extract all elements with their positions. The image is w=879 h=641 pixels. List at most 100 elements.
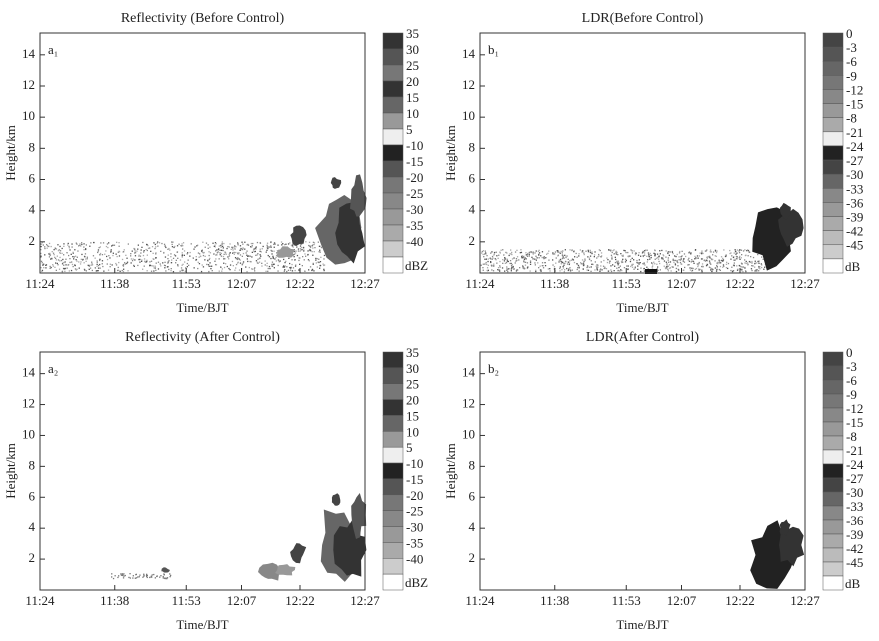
clutter <box>656 253 659 255</box>
clutter <box>671 251 674 253</box>
colorbar-label: 0 <box>846 345 853 360</box>
clutter <box>598 249 600 251</box>
clutter <box>581 251 583 253</box>
clutter <box>687 264 689 266</box>
clutter <box>109 257 111 259</box>
colorbar-block <box>822 173 844 189</box>
clutter <box>150 260 153 262</box>
clutter <box>715 255 717 257</box>
clutter <box>597 266 599 268</box>
clutter <box>182 242 185 244</box>
clutter <box>253 251 255 253</box>
colorbar-label: -3 <box>846 359 857 374</box>
x-tick-label: 12:27 <box>790 593 820 608</box>
clutter <box>731 255 733 257</box>
clutter <box>683 258 685 260</box>
clutter <box>91 262 93 264</box>
clutter <box>483 263 485 265</box>
clutter <box>222 255 225 258</box>
clutter <box>154 243 156 246</box>
clutter <box>149 576 151 579</box>
clutter <box>319 251 321 253</box>
clutter <box>153 242 155 244</box>
clutter <box>233 251 235 254</box>
colorbar-block <box>382 160 404 178</box>
clutter <box>706 249 708 251</box>
clutter <box>252 249 255 251</box>
clutter <box>548 250 550 252</box>
colorbar-block <box>822 32 844 48</box>
clutter <box>506 267 508 269</box>
clutter <box>484 250 486 252</box>
clutter <box>521 257 523 259</box>
colorbar-block <box>382 128 404 146</box>
clutter <box>96 270 98 272</box>
plot-frame <box>479 32 806 274</box>
plot-frame <box>479 351 806 591</box>
clutter <box>524 257 526 259</box>
clutter <box>578 267 580 269</box>
clutter <box>292 246 294 248</box>
clutter <box>491 258 493 260</box>
clutter <box>318 251 320 253</box>
clutter <box>720 256 723 258</box>
clutter <box>249 255 251 257</box>
clutter <box>215 264 217 266</box>
clutter <box>756 270 758 272</box>
clutter <box>246 271 248 273</box>
clutter <box>141 260 143 262</box>
colorbar-label: 15 <box>406 90 419 105</box>
clutter <box>617 264 619 266</box>
clutter <box>565 256 567 259</box>
clutter <box>299 243 302 245</box>
clutter <box>142 576 144 578</box>
colorbar-block <box>382 510 404 527</box>
clutter <box>146 249 148 252</box>
clutter <box>644 264 646 266</box>
clutter <box>740 266 742 268</box>
clutter <box>528 252 530 254</box>
clutter <box>300 249 302 251</box>
clutter <box>509 253 511 255</box>
clutter <box>736 269 739 271</box>
clutter <box>619 265 621 267</box>
y-tick-label: 8 <box>469 139 476 154</box>
clutter <box>613 270 615 272</box>
clutter <box>701 265 703 268</box>
clutter <box>63 254 65 256</box>
clutter <box>646 261 648 263</box>
clutter <box>240 249 242 251</box>
clutter <box>226 265 228 268</box>
clutter <box>227 256 229 258</box>
clutter <box>41 262 43 264</box>
colorbar-label: -40 <box>406 234 423 249</box>
clutter <box>277 244 279 246</box>
clutter <box>261 265 263 267</box>
clutter <box>118 255 121 257</box>
clutter <box>69 249 71 251</box>
clutter <box>562 250 564 252</box>
clutter <box>311 245 313 247</box>
clutter <box>545 257 547 259</box>
clutter <box>72 252 74 254</box>
clutter <box>312 244 314 246</box>
colorbar-label: 5 <box>406 122 413 137</box>
clutter <box>211 265 213 267</box>
clutter <box>670 270 672 272</box>
clutter <box>256 262 259 264</box>
echo <box>161 567 170 573</box>
clutter <box>77 250 79 252</box>
clutter <box>291 270 294 272</box>
clutter <box>712 251 715 253</box>
clutter <box>505 251 507 254</box>
clutter <box>615 250 617 252</box>
clutter <box>222 247 224 249</box>
clutter <box>651 262 653 264</box>
clutter <box>174 245 176 248</box>
clutter <box>207 244 209 246</box>
clutter <box>528 254 530 256</box>
clutter <box>557 255 559 257</box>
clutter <box>701 271 703 273</box>
clutter <box>631 266 634 268</box>
clutter <box>654 253 656 255</box>
